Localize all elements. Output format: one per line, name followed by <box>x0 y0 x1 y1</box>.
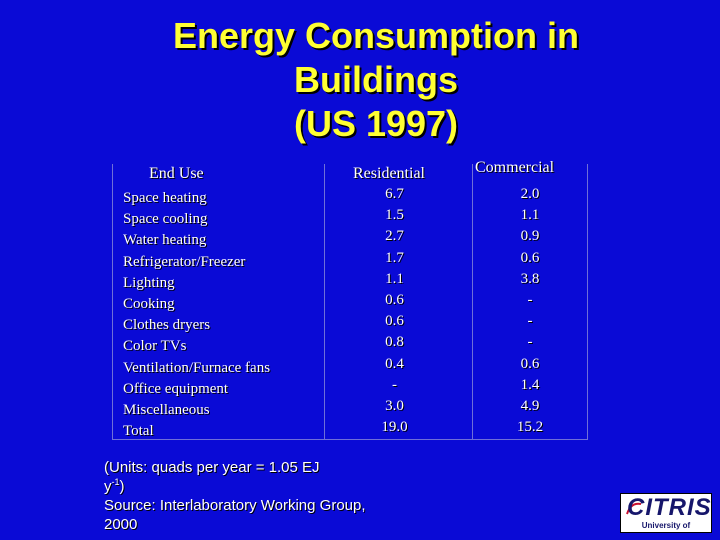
end-use-cell: Miscellaneous <box>123 401 210 418</box>
residential-cell: 19.0 <box>381 419 408 436</box>
units-unit: y <box>104 478 112 495</box>
source-line-2: 2000 <box>104 516 138 533</box>
end-use-rows: Space heating Space cooling Water heating R… <box>113 188 324 442</box>
end-use-header: End Use <box>149 165 204 182</box>
commercial-cell: 0.6 <box>520 249 540 266</box>
residential-cell: 6.7 <box>385 186 404 202</box>
commercial-rows: 2.0 1.1 0.9 0.6 3.8 - - - 0.6 1.4 4.9 15.2 <box>473 184 587 438</box>
source-line-1: Source: Interlaboratory Working Group, <box>104 497 366 514</box>
commercial-cell: 0.6 <box>520 355 540 372</box>
end-use-cell: Refrigerator/Freezer <box>123 253 246 270</box>
end-use-cell: Ventilation/Furnace fans <box>123 359 271 376</box>
units-line-1: (Units: quads per year = 1.05 EJ <box>104 459 320 476</box>
residential-cell: 0.6 <box>385 313 404 330</box>
end-use-cell: Space heating <box>123 190 207 206</box>
logo-wordmark: CITRIS <box>627 494 712 521</box>
residential-column: Residential 6.7 1.5 2.7 1.7 1.1 0.6 0.6 0.8 0.4 -… <box>324 164 472 440</box>
end-use-cell: Cooking <box>123 295 175 312</box>
logo-subtitle: University of California <box>641 521 691 532</box>
residential-cell: 1.7 <box>385 249 404 266</box>
commercial-cell: 15.2 <box>516 419 544 436</box>
title-line-2: Buildings <box>294 59 458 100</box>
slide-title: Energy Consumption in Buildings (US 1997… <box>0 14 720 146</box>
end-use-cell: Color TVs <box>123 338 187 355</box>
residential-cell: 0.8 <box>385 334 404 351</box>
end-use-cell: Lighting <box>123 274 175 291</box>
residential-cell: 0.6 <box>385 291 404 308</box>
citris-logo: CITRIS University of California <box>620 493 712 533</box>
residential-header: Residential <box>353 165 425 182</box>
commercial-header: Commercial <box>475 159 555 176</box>
end-use-cell: Clothes dryers <box>123 317 211 334</box>
residential-cell: 1.1 <box>385 270 404 287</box>
residential-cell: - <box>392 376 397 393</box>
title-line-3: (US 1997) <box>293 103 459 144</box>
commercial-cell: 1.4 <box>520 376 540 393</box>
commercial-cell: 3.8 <box>520 270 540 287</box>
commercial-cell: 4.9 <box>520 397 540 414</box>
residential-cell: 0.4 <box>385 355 404 372</box>
end-use-cell: Office equipment <box>123 380 229 397</box>
commercial-column: Commercial 2.0 1.1 0.9 0.6 3.8 - - - 0.6 1.4 4.9 15… <box>472 159 588 440</box>
commercial-cell: - <box>527 313 533 330</box>
end-use-column: End Use Space heating Space cooling Water … <box>112 164 324 440</box>
units-note: (Units: quads per year = 1.05 EJ y-1) So… <box>104 458 434 534</box>
residential-cell: 3.0 <box>385 397 404 414</box>
energy-table: End Use Space heating Space cooling Water … <box>112 159 588 440</box>
commercial-cell: 1.1 <box>520 207 540 224</box>
title-line-1: Energy Consumption in <box>172 15 579 56</box>
residential-cell: 1.5 <box>385 207 404 224</box>
units-line-2: y-1) <box>104 477 434 496</box>
residential-cell: 2.7 <box>385 228 404 245</box>
end-use-cell: Space cooling <box>123 211 208 228</box>
units-exponent: -1 <box>111 477 120 487</box>
residential-rows: 6.7 1.5 2.7 1.7 1.1 0.6 0.6 0.8 0.4 - 3.0 19.0 <box>325 184 472 438</box>
end-use-cell: Water heating <box>123 232 207 249</box>
units-close-paren: ) <box>119 478 125 495</box>
logo-swoosh-icon <box>626 502 642 515</box>
commercial-cell: 0.9 <box>520 228 540 245</box>
commercial-cell: 2.0 <box>520 186 540 202</box>
commercial-cell: - <box>527 291 533 308</box>
commercial-cell: - <box>527 334 533 351</box>
end-use-cell: Total <box>123 423 154 440</box>
